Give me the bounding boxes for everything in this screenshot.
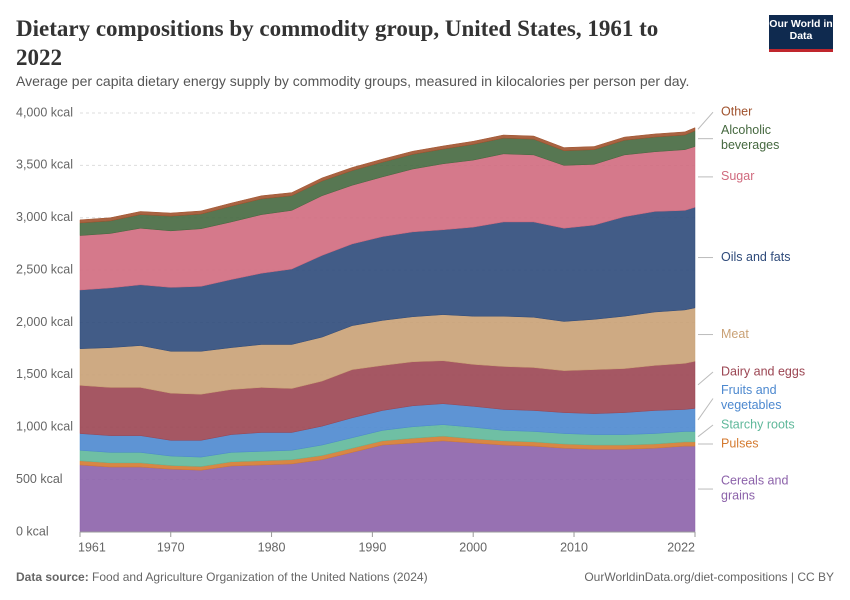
legend-connector [697, 111, 714, 130]
y-tick-label: 2,000 kcal [16, 315, 73, 329]
x-tick-label: 1961 [78, 540, 106, 554]
source-label: Data source: [16, 570, 89, 584]
y-tick-label: 3,500 kcal [16, 158, 73, 172]
legend-label: Fruits and vegetables [721, 383, 781, 412]
footer-source: Data source: Food and Agriculture Organi… [16, 570, 428, 584]
source: Food and Agriculture Organization of the… [92, 570, 428, 584]
y-tick-label: 500 kcal [16, 472, 63, 486]
logo[interactable]: Our World in Data [769, 15, 833, 52]
chart-subtitle: Average per capita dietary energy supply… [16, 73, 690, 89]
legend-line: vegetables [721, 398, 781, 412]
legend-label: Oils and fats [721, 250, 790, 264]
legend-label: Sugar [721, 169, 754, 183]
legend-label: Starchy roots [721, 417, 795, 431]
y-tick-label: 0 kcal [16, 524, 49, 538]
area [79, 127, 696, 224]
legend-label: Alcoholic beverages [721, 123, 779, 152]
x-tick-label: 2010 [560, 540, 588, 554]
x-tick-label: 1990 [358, 540, 386, 554]
legend-line: Fruits and [721, 383, 777, 397]
y-tick-label: 1,000 kcal [16, 420, 73, 434]
legend-label: Cereals and grains [721, 474, 788, 503]
chart-title: Dietary compositions by commodity group,… [16, 16, 659, 70]
y-tick-label: 2,500 kcal [16, 262, 73, 276]
legend-line: Alcoholic [721, 123, 771, 137]
y-tick-label: 1,500 kcal [16, 367, 73, 381]
legend-connector [697, 398, 714, 421]
x-tick-label: 1970 [157, 540, 185, 554]
legend-label: Pulses [721, 436, 759, 450]
legend-label: Meat [721, 327, 749, 341]
y-tick-label: 4,000 kcal [16, 105, 73, 119]
legend-label: Other [721, 104, 752, 118]
footer-url[interactable]: OurWorldinData.org/diet-compositions | C… [584, 570, 834, 584]
legend-label: Dairy and eggs [721, 364, 805, 378]
x-tick-label: 2022 [667, 540, 695, 554]
legend-line: grains [721, 489, 755, 503]
legend-line: beverages [721, 138, 779, 152]
y-tick-label: 3,000 kcal [16, 210, 73, 224]
legend-connector [697, 424, 714, 438]
legend-line: Cereals and [721, 474, 788, 488]
legend-connector [697, 371, 714, 386]
x-tick-label: 2000 [459, 540, 487, 554]
x-tick-label: 1980 [258, 540, 286, 554]
